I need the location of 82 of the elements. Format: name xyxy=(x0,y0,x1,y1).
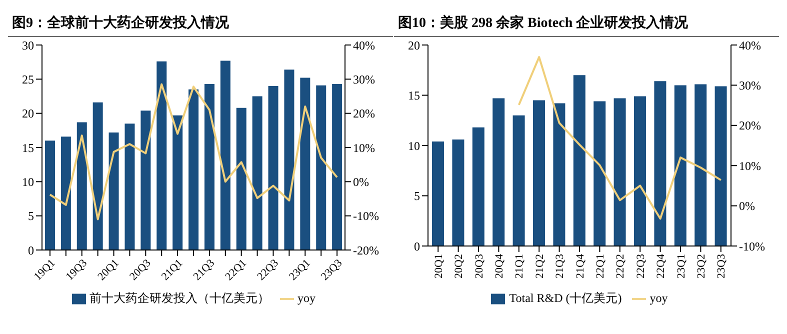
chart-title: 图10：美股 298 余家 Biotech 企业研发投入情况 xyxy=(394,8,779,37)
line-series xyxy=(48,83,338,220)
bar xyxy=(76,122,87,250)
x-tick-label: 21Q2 xyxy=(534,254,546,278)
y-tick-label: 30 xyxy=(22,38,34,52)
bar xyxy=(268,86,278,250)
bar xyxy=(220,60,230,250)
x-tick-label: 21Q4 xyxy=(574,254,586,278)
bar xyxy=(594,101,606,246)
x-tick-label: 21Q1 xyxy=(514,254,526,278)
y-tick-label: 0 xyxy=(414,239,420,254)
bar xyxy=(188,89,199,250)
y2-tick-label: -10% xyxy=(353,209,379,224)
legend-label: yoy xyxy=(298,291,316,305)
x-tick-label: 20Q3 xyxy=(473,254,486,278)
bar xyxy=(108,132,119,250)
legend-label: Total R&D (十亿美元) xyxy=(509,291,622,305)
bar xyxy=(300,78,310,250)
x-tick-label: 20Q1 xyxy=(432,254,445,278)
bar xyxy=(432,141,444,246)
x-tick-label: 23Q1 xyxy=(675,254,688,278)
y-tick-label: 10 xyxy=(22,174,34,189)
bar xyxy=(156,61,167,250)
y-tick-label: 20 xyxy=(22,106,34,121)
y2-tick-label: 0% xyxy=(353,174,369,189)
x-tick-label: 20Q2 xyxy=(453,254,466,278)
bar xyxy=(472,127,484,246)
bar xyxy=(533,100,545,246)
bar xyxy=(284,70,294,250)
bar xyxy=(512,115,525,246)
y2-tick-label: 0% xyxy=(739,199,755,214)
x-tick-label: 21Q3 xyxy=(554,254,566,278)
bar xyxy=(172,115,183,250)
y2-tick-label: -20% xyxy=(353,243,379,258)
bar xyxy=(553,103,566,246)
bar xyxy=(634,96,646,246)
y2-tick-label: 20% xyxy=(739,118,761,133)
x-tick-label: 22Q1 xyxy=(594,254,607,278)
bar xyxy=(316,85,326,250)
y-tick-label: 5 xyxy=(28,209,34,224)
x-tick-label: 22Q3 xyxy=(634,254,647,278)
legend-label: yoy xyxy=(650,291,668,305)
chart-title: 图9：全球前十大药企研发投入情况 xyxy=(8,8,393,37)
y2-tick-label: 30% xyxy=(739,78,761,92)
bar xyxy=(252,96,262,250)
bar xyxy=(140,110,151,250)
bar xyxy=(124,124,135,250)
bar xyxy=(204,84,214,250)
bar xyxy=(92,102,103,250)
line-series xyxy=(518,56,722,220)
x-tick-label: 23Q3 xyxy=(716,254,728,278)
y-tick-label: 25 xyxy=(22,72,34,86)
y2-tick-label: 30% xyxy=(353,72,375,86)
bar xyxy=(60,136,71,250)
y-tick-label: 0 xyxy=(28,243,34,258)
y-tick-label: 15 xyxy=(22,140,34,155)
bar xyxy=(573,75,586,246)
legend-label: 前十大药企研发投入（十亿美元） xyxy=(90,291,270,305)
y2-tick-label: -10% xyxy=(739,239,765,254)
y2-tick-label: 10% xyxy=(353,140,375,155)
bar xyxy=(654,81,666,246)
bar xyxy=(492,98,505,246)
bar xyxy=(694,84,707,246)
x-tick-label: 22Q2 xyxy=(614,254,627,278)
y-tick-label: 15 xyxy=(408,88,420,103)
bar xyxy=(45,140,55,250)
y-tick-label: 20 xyxy=(408,38,420,52)
bar xyxy=(674,85,686,246)
x-tick-label: 20Q4 xyxy=(494,254,506,278)
y-tick-label: 10 xyxy=(408,138,420,153)
bar xyxy=(614,98,626,246)
bar xyxy=(714,86,727,246)
x-tick-label: 23Q2 xyxy=(696,254,708,278)
bar xyxy=(236,108,246,250)
y2-tick-label: 10% xyxy=(739,158,761,173)
bar xyxy=(332,84,342,250)
bar xyxy=(452,139,464,246)
y2-tick-label: 40% xyxy=(353,38,375,52)
y-tick-label: 5 xyxy=(414,189,420,204)
x-tick-label: 22Q4 xyxy=(655,254,668,278)
y2-tick-label: 40% xyxy=(739,38,761,52)
y2-tick-label: 20% xyxy=(353,106,375,121)
